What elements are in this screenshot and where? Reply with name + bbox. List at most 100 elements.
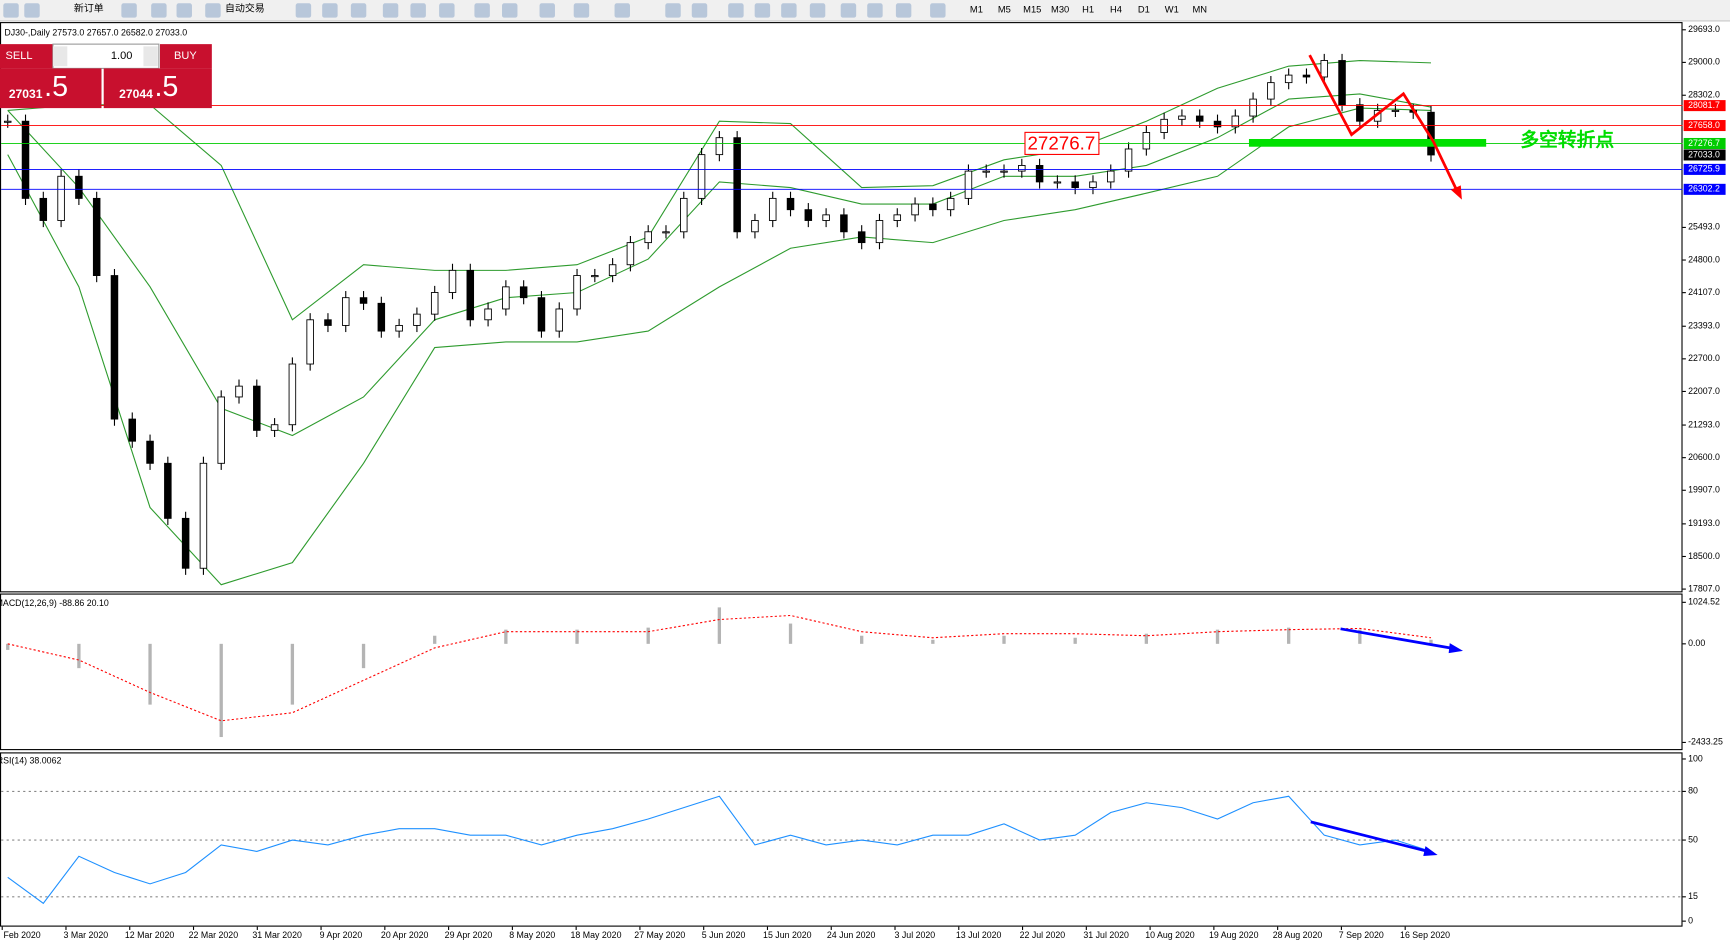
toolbar [0, 0, 1730, 21]
level-tag [1683, 120, 1726, 132]
lot-input[interactable] [52, 43, 160, 69]
buy-price-box[interactable] [103, 68, 212, 109]
candle [1142, 132, 1151, 150]
toolbar-icon[interactable] [614, 3, 630, 18]
timeframe-button[interactable]: D1 [1138, 4, 1150, 14]
sell-price-frac: .5 [44, 71, 68, 103]
toolbar-icon[interactable] [205, 3, 221, 18]
toolbar-icon[interactable] [539, 3, 555, 18]
timeframe-button[interactable]: M1 [970, 4, 983, 14]
toolbar-icon[interactable] [840, 3, 857, 18]
sell-label[interactable]: SELL [6, 50, 33, 62]
candle [306, 319, 314, 365]
timeframe-button[interactable]: MN [1192, 4, 1207, 14]
y-tick-label: 18500.0 [1688, 551, 1720, 561]
sell-button[interactable] [0, 44, 53, 69]
level-annotation-box [1024, 131, 1100, 155]
toolbar-icon[interactable] [410, 3, 426, 18]
candle [430, 292, 439, 315]
x-tick-label: 28 Aug 2020 [1273, 930, 1323, 940]
toolbar-icon[interactable] [502, 3, 518, 18]
x-tick-label: 12 Mar 2020 [125, 930, 175, 940]
timeframe-button[interactable]: M5 [998, 4, 1011, 14]
candle [1267, 82, 1275, 100]
toolbar-icon[interactable] [754, 3, 771, 18]
x-tick-label: 31 Mar 2020 [252, 930, 302, 940]
timeframe-button[interactable]: W1 [1165, 4, 1179, 14]
candle [1000, 170, 1008, 173]
toolbar-icon[interactable] [781, 3, 797, 18]
y-tick-label: 21293.0 [1688, 419, 1720, 429]
candle [484, 308, 492, 321]
candle [1391, 109, 1400, 112]
x-tick-label: 13 Jul 2020 [956, 930, 1002, 940]
buy-button[interactable] [159, 44, 212, 69]
toolbar-icon[interactable] [867, 3, 883, 18]
toolbar-icon[interactable] [573, 3, 590, 18]
toolbar-icon[interactable] [691, 3, 708, 18]
candle [1338, 60, 1346, 106]
timeframe-button[interactable]: M15 [1023, 4, 1041, 14]
y-tick-label: 15 [1688, 891, 1698, 901]
toolbar-icon[interactable] [809, 3, 826, 18]
macd-bar [504, 629, 508, 644]
timeframe-button[interactable]: H1 [1082, 4, 1094, 14]
candle [181, 517, 190, 569]
y-tick-label: 100 [1688, 753, 1703, 763]
timeframe-button[interactable]: M30 [1051, 4, 1069, 14]
candle [591, 275, 599, 278]
toolbar-icon[interactable] [121, 3, 137, 18]
toolbar-icon[interactable] [176, 3, 192, 18]
toolbar-icon[interactable] [474, 3, 490, 18]
toolbar-icon[interactable] [24, 3, 40, 18]
y-tick-label: 22700.0 [1688, 353, 1720, 363]
x-tick-label: 3 Jul 2020 [895, 930, 936, 940]
y-tick-label: 50 [1688, 834, 1698, 844]
lot-down[interactable] [52, 46, 68, 67]
y-tick-label: 0 [1688, 915, 1693, 925]
candle [270, 424, 279, 431]
toolbar-button[interactable]: 新订单 [74, 1, 104, 14]
level-tag [1683, 183, 1726, 195]
lot-up[interactable] [143, 46, 158, 67]
toolbar-icon[interactable] [295, 3, 312, 18]
x-tick-label: 10 Aug 2020 [1145, 930, 1195, 940]
macd-bar [1144, 633, 1149, 644]
toolbar-icon[interactable] [930, 3, 946, 18]
timeframe-button[interactable]: H4 [1110, 4, 1122, 14]
candle [822, 214, 830, 221]
candle [3, 120, 12, 123]
support-band [1248, 138, 1487, 147]
y-tick-label: 20600.0 [1688, 452, 1720, 462]
candle [733, 137, 741, 233]
x-tick-label: 5 Jun 2020 [702, 930, 746, 940]
lot-value[interactable]: 1.00 [111, 50, 132, 62]
indicator-header: MACD(12,26,9) -88.86 20.10 [0, 598, 109, 608]
macd-bar [219, 643, 223, 738]
candle [324, 319, 332, 326]
candle [75, 175, 83, 199]
toolbar-icon[interactable] [382, 3, 399, 18]
zigzag-arrow [1308, 54, 1435, 142]
toolbar-icon[interactable] [322, 3, 338, 18]
toolbar-icon[interactable] [151, 3, 167, 18]
buy-label[interactable]: BUY [174, 50, 197, 62]
toolbar-icon[interactable] [895, 3, 912, 18]
sell-price-box[interactable] [0, 68, 102, 109]
level-annotation: 27276.7 [1027, 132, 1095, 153]
toolbar-button[interactable]: 自动交易 [225, 1, 265, 14]
toolbar-icon[interactable] [439, 3, 455, 18]
candle [502, 286, 510, 310]
candle [519, 286, 528, 299]
toolbar-icon[interactable] [350, 3, 367, 18]
toolbar-icon[interactable] [728, 3, 744, 18]
candle [768, 197, 777, 221]
level-label: 26302.2 [1688, 184, 1720, 194]
toolbar-icon[interactable] [665, 3, 681, 18]
x-tick-label: 20 Apr 2020 [381, 930, 429, 940]
toolbar-icon[interactable] [3, 3, 19, 18]
macd-panel [0, 593, 1683, 751]
candle [342, 297, 350, 326]
